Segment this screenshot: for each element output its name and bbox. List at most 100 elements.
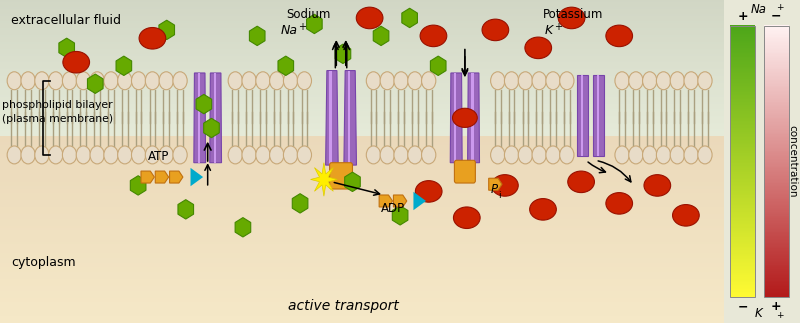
- Bar: [730, 132, 755, 134]
- Bar: [0, 50, 724, 53]
- Bar: [763, 284, 789, 286]
- Bar: [730, 263, 755, 265]
- Bar: [0, 201, 724, 205]
- Bar: [0, 124, 724, 127]
- Bar: [763, 160, 789, 162]
- Bar: [730, 153, 755, 155]
- Bar: [0, 192, 724, 195]
- Bar: [0, 155, 724, 159]
- Bar: [730, 204, 755, 206]
- Circle shape: [656, 72, 670, 90]
- Bar: [763, 261, 789, 263]
- Polygon shape: [593, 75, 604, 155]
- Bar: [730, 248, 755, 250]
- Bar: [730, 177, 755, 179]
- Bar: [730, 258, 755, 261]
- Bar: [763, 132, 789, 134]
- Bar: [730, 68, 755, 71]
- Polygon shape: [235, 218, 250, 237]
- Bar: [730, 63, 755, 65]
- Ellipse shape: [356, 7, 383, 29]
- Polygon shape: [194, 73, 206, 163]
- Bar: [763, 47, 789, 49]
- Bar: [730, 75, 755, 78]
- Polygon shape: [130, 176, 146, 195]
- Bar: [730, 255, 755, 256]
- Bar: [0, 176, 724, 179]
- Bar: [763, 124, 789, 126]
- Bar: [763, 282, 789, 284]
- Bar: [730, 264, 755, 266]
- Bar: [730, 36, 755, 38]
- Circle shape: [270, 72, 284, 90]
- Bar: [730, 229, 755, 231]
- Bar: [0, 0, 724, 138]
- Bar: [730, 52, 755, 54]
- Bar: [0, 282, 724, 286]
- Bar: [730, 65, 755, 67]
- Bar: [763, 128, 789, 130]
- Polygon shape: [306, 14, 322, 34]
- Bar: [730, 146, 755, 148]
- Bar: [0, 100, 724, 103]
- Bar: [730, 123, 755, 125]
- Bar: [0, 164, 724, 168]
- Bar: [763, 162, 789, 164]
- Bar: [763, 157, 789, 159]
- Bar: [0, 133, 724, 136]
- Bar: [763, 150, 789, 152]
- Bar: [730, 60, 755, 62]
- Bar: [763, 43, 789, 45]
- Bar: [0, 143, 724, 147]
- Bar: [730, 136, 755, 139]
- Bar: [763, 75, 789, 78]
- Bar: [0, 248, 724, 251]
- Bar: [763, 238, 789, 240]
- Bar: [0, 87, 724, 89]
- Bar: [730, 291, 755, 293]
- Circle shape: [228, 146, 242, 164]
- Bar: [0, 310, 724, 314]
- Circle shape: [380, 146, 394, 164]
- Bar: [763, 227, 789, 229]
- Bar: [763, 40, 789, 42]
- Bar: [730, 256, 755, 258]
- Bar: [0, 35, 724, 38]
- Bar: [730, 283, 755, 285]
- Bar: [0, 123, 724, 126]
- Bar: [730, 154, 755, 156]
- Circle shape: [490, 146, 505, 164]
- Bar: [763, 195, 789, 197]
- Bar: [0, 52, 724, 55]
- Bar: [763, 184, 789, 186]
- Bar: [730, 79, 755, 81]
- Ellipse shape: [673, 204, 699, 226]
- Bar: [0, 78, 724, 81]
- Bar: [730, 94, 755, 96]
- Circle shape: [629, 72, 643, 90]
- Bar: [763, 264, 789, 266]
- Ellipse shape: [568, 171, 594, 193]
- Bar: [0, 266, 724, 270]
- Bar: [0, 273, 724, 276]
- Circle shape: [546, 72, 560, 90]
- Bar: [763, 196, 789, 198]
- Bar: [0, 229, 724, 233]
- Bar: [0, 185, 724, 189]
- Circle shape: [283, 72, 298, 90]
- Circle shape: [298, 72, 311, 90]
- Bar: [763, 182, 789, 184]
- Polygon shape: [190, 168, 203, 186]
- Bar: [0, 234, 724, 237]
- Bar: [0, 178, 724, 182]
- Text: K: K: [545, 24, 553, 37]
- Bar: [730, 105, 755, 107]
- Circle shape: [532, 146, 546, 164]
- Text: +: +: [776, 311, 783, 320]
- Bar: [763, 105, 789, 107]
- Bar: [730, 223, 755, 225]
- Bar: [730, 235, 755, 237]
- Bar: [763, 143, 789, 145]
- Bar: [763, 37, 789, 39]
- Bar: [730, 92, 755, 94]
